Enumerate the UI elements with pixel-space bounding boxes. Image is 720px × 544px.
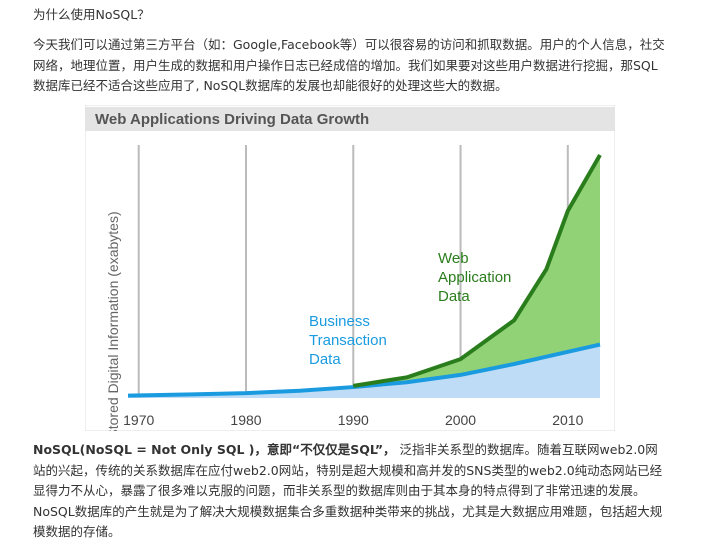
y-axis-label: Stored Digital Information (exabytes) xyxy=(105,211,121,431)
x-tick-label: 1990 xyxy=(338,412,369,428)
bold-text: NoSQL(NoSQL = Not Only SQL )，意即“不仅仅是SQL”… xyxy=(33,442,396,457)
title: 为什么使用NoSQL？ xyxy=(33,7,150,22)
chart-header xyxy=(85,107,615,131)
bottom-paragraph: NoSQL(NoSQL = Not Only SQL )，意即“不仅仅是SQL”… xyxy=(33,440,668,543)
chart: Web Applications Driving Data Growth Sto… xyxy=(85,105,615,431)
x-tick-label: 2000 xyxy=(445,412,476,428)
area xyxy=(128,344,600,398)
x-tick-label: 1970 xyxy=(123,412,154,428)
line xyxy=(352,154,602,388)
x-tick-label: 1980 xyxy=(230,412,261,428)
chart-title: Web Applications Driving Data Growth xyxy=(95,111,369,128)
x-tick-label: 2010 xyxy=(552,412,583,428)
intro: 今天我们可以通过第三方平台（如：Google,Facebook等）可以很容易的访… xyxy=(33,37,665,93)
text: 泛指非关系型的数据库。随着互联网web2.0网站的兴起，传统的关系数据库在应付w… xyxy=(33,442,663,539)
line xyxy=(127,342,601,398)
area xyxy=(353,155,600,388)
series-label: Business Transaction Data xyxy=(309,313,387,368)
series-label: Web Application Data xyxy=(438,250,512,305)
